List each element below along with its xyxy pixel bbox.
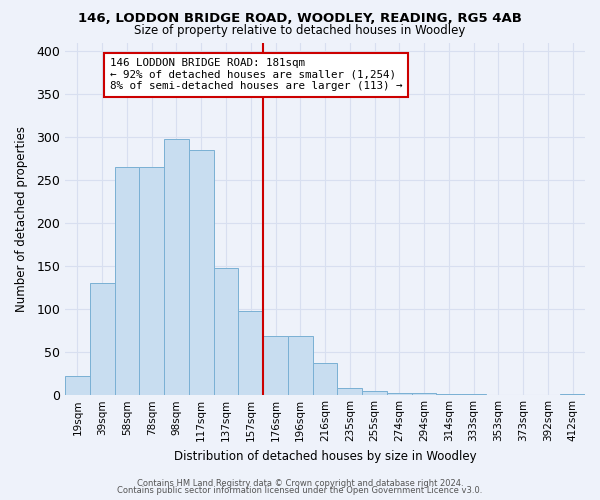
- Text: Size of property relative to detached houses in Woodley: Size of property relative to detached ho…: [134, 24, 466, 37]
- Bar: [238, 310, 263, 395]
- Bar: [461, 394, 486, 395]
- Bar: [362, 390, 387, 395]
- Bar: [189, 150, 214, 395]
- Bar: [412, 393, 436, 395]
- Bar: [115, 167, 139, 395]
- Text: 146 LODDON BRIDGE ROAD: 181sqm
← 92% of detached houses are smaller (1,254)
8% o: 146 LODDON BRIDGE ROAD: 181sqm ← 92% of …: [110, 58, 402, 91]
- Y-axis label: Number of detached properties: Number of detached properties: [15, 126, 28, 312]
- Bar: [337, 388, 362, 395]
- Bar: [139, 167, 164, 395]
- Text: 146, LODDON BRIDGE ROAD, WOODLEY, READING, RG5 4AB: 146, LODDON BRIDGE ROAD, WOODLEY, READIN…: [78, 12, 522, 26]
- X-axis label: Distribution of detached houses by size in Woodley: Distribution of detached houses by size …: [174, 450, 476, 462]
- Text: Contains HM Land Registry data © Crown copyright and database right 2024.: Contains HM Land Registry data © Crown c…: [137, 478, 463, 488]
- Bar: [65, 376, 90, 395]
- Bar: [560, 394, 585, 395]
- Bar: [164, 139, 189, 395]
- Bar: [288, 336, 313, 395]
- Bar: [90, 283, 115, 395]
- Text: Contains public sector information licensed under the Open Government Licence v3: Contains public sector information licen…: [118, 486, 482, 495]
- Bar: [387, 393, 412, 395]
- Bar: [436, 394, 461, 395]
- Bar: [214, 268, 238, 395]
- Bar: [313, 363, 337, 395]
- Bar: [263, 336, 288, 395]
